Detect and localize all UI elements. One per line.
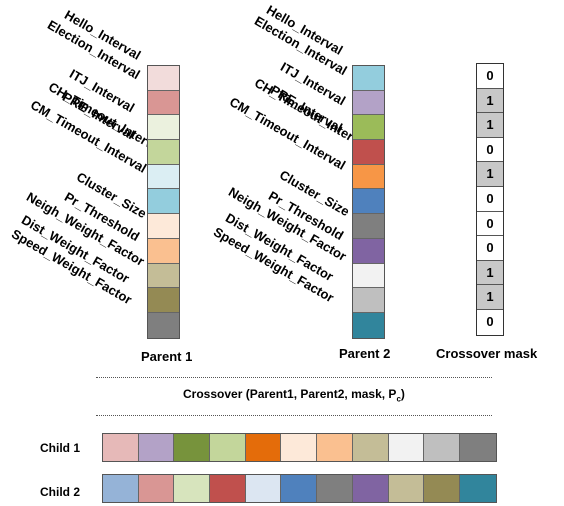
crossover-mask-label: Crossover mask <box>436 346 538 361</box>
top-divider <box>96 377 492 378</box>
mask-bit: 1 <box>477 113 503 138</box>
mask-bit: 0 <box>477 64 503 89</box>
parent2-chromosome <box>352 65 385 339</box>
mask-bit: 1 <box>477 285 503 310</box>
parent1-gene <box>148 312 179 338</box>
child2-gene <box>138 475 175 502</box>
mask-bit: 0 <box>477 309 503 335</box>
child2-gene <box>281 475 318 502</box>
parent2-gene <box>353 263 384 289</box>
child1-chromosome <box>102 433 497 462</box>
child2-label: Child 2 <box>40 485 81 499</box>
parent1-gene <box>148 214 179 239</box>
child1-gene <box>138 434 175 461</box>
child2-gene <box>459 475 496 502</box>
parent2-gene <box>353 288 384 313</box>
parent1-gene <box>148 189 179 215</box>
parent1-label: Parent 1 <box>141 349 193 364</box>
parent1-gene <box>148 115 179 141</box>
parent1-gene <box>148 263 179 289</box>
child1-gene <box>210 434 246 461</box>
parent2-gene <box>353 115 384 141</box>
parent1-gene <box>148 288 179 313</box>
child2-gene <box>174 475 211 502</box>
parent1-chromosome <box>147 65 180 339</box>
parent1-gene <box>148 90 179 116</box>
parent1-gene <box>148 140 179 165</box>
parent2-gene <box>353 90 384 116</box>
mask-bit: 1 <box>477 260 503 286</box>
child1-gene <box>317 434 353 461</box>
child1-gene <box>459 434 496 461</box>
child1-gene <box>352 434 389 461</box>
parent2-label: Parent 2 <box>339 346 391 361</box>
child2-chromosome <box>102 474 497 503</box>
child1-gene <box>388 434 425 461</box>
bottom-divider <box>96 415 492 416</box>
child1-gene <box>424 434 460 461</box>
mask-bit: 0 <box>477 137 503 163</box>
child2-gene <box>352 475 389 502</box>
mask-bit: 1 <box>477 162 503 187</box>
child2-gene <box>103 475 139 502</box>
child2-gene <box>424 475 460 502</box>
child2-gene <box>210 475 246 502</box>
child2-gene <box>317 475 353 502</box>
parent2-gene <box>353 66 384 91</box>
mask-bit: 0 <box>477 186 503 212</box>
parent2-gene <box>353 164 384 190</box>
crossover-formula: Crossover (Parent1, Parent2, mask, Pc) <box>183 387 405 404</box>
parent1-gene <box>148 164 179 190</box>
parent1-gene <box>148 66 179 91</box>
child1-label: Child 1 <box>40 441 81 455</box>
mask-bit: 1 <box>477 88 503 114</box>
parent2-gene <box>353 140 384 165</box>
child2-gene <box>245 475 282 502</box>
child1-gene <box>103 434 139 461</box>
parent2-gene <box>353 238 384 264</box>
child1-gene <box>174 434 211 461</box>
parent2-gene <box>353 189 384 215</box>
child1-gene <box>281 434 318 461</box>
parent2-gene <box>353 214 384 239</box>
child2-gene <box>388 475 425 502</box>
child1-gene <box>245 434 282 461</box>
parent2-gene <box>353 312 384 338</box>
mask-bit: 0 <box>477 236 503 261</box>
parent1-gene <box>148 238 179 264</box>
mask-bit: 0 <box>477 211 503 237</box>
